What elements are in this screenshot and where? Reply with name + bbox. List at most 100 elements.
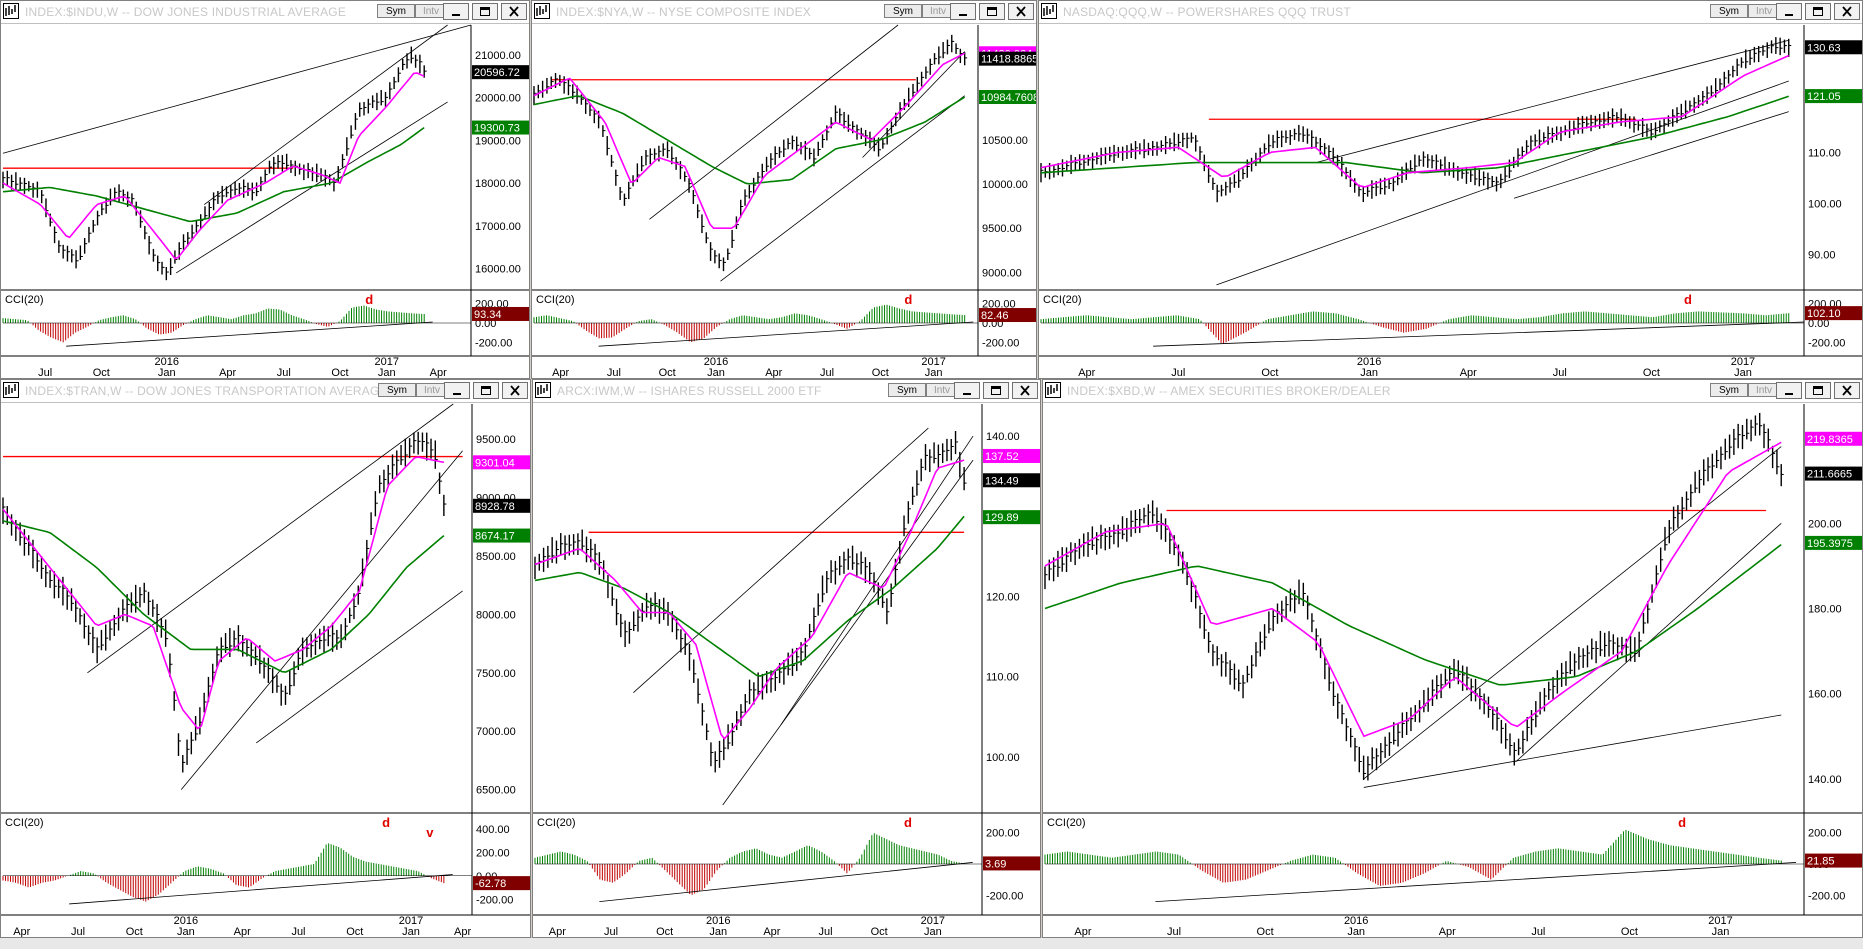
slow-average-value: 195.3975 <box>1807 538 1853 550</box>
fast-average-value-box <box>473 455 530 470</box>
y-tick-label: 8000.00 <box>476 609 516 621</box>
cci-value-box <box>983 856 1040 871</box>
minimize-button[interactable] <box>1776 3 1802 20</box>
x-month-label: Apr <box>763 926 780 938</box>
restore-button[interactable] <box>1805 382 1831 399</box>
interval-button[interactable]: Intv <box>1748 383 1780 397</box>
restore-button[interactable] <box>983 382 1009 399</box>
cci-histogram <box>533 304 966 342</box>
cci-value: 93.34 <box>474 309 502 321</box>
panel-titlebar[interactable]: INDEX:$TRAN,W -- DOW JONES TRANSPORTATIO… <box>1 380 530 403</box>
chart-app-icon <box>1045 382 1061 398</box>
x-month-label: Jan <box>378 367 396 379</box>
chart-app-icon <box>534 3 550 19</box>
chart-panel[interactable]: ARCX:IWM,W -- ISHARES RUSSELL 2000 ETF Sy… <box>532 379 1041 938</box>
x-month-label: Oct <box>1261 367 1278 379</box>
x-month-label: Jul <box>1531 926 1545 938</box>
symbol-button[interactable]: Sym <box>1710 4 1748 18</box>
close-button[interactable] <box>501 3 527 20</box>
symbol-button[interactable]: Sym <box>1710 383 1748 397</box>
minimize-button[interactable] <box>443 3 469 20</box>
cci-label: CCI(20) <box>1043 294 1082 306</box>
panel-title: NASDAQ:QQQ,W -- POWERSHARES QQQ TRUST <box>1063 5 1351 19</box>
price-bars <box>2 431 447 773</box>
slow-moving-average-line <box>1044 543 1782 686</box>
x-month-label: Apr <box>219 367 236 379</box>
x-month-label: Jul <box>71 926 85 938</box>
restore-icon <box>1813 386 1823 395</box>
x-month-label: Jan <box>1347 926 1365 938</box>
x-month-label: Jan <box>925 367 943 379</box>
interval-button[interactable]: Intv <box>1748 4 1780 18</box>
restore-button[interactable] <box>473 382 499 399</box>
symbol-button[interactable]: Sym <box>884 4 922 18</box>
close-button[interactable] <box>1834 382 1860 399</box>
fast-average-value-box <box>1805 431 1862 446</box>
price-chart[interactable]: 200.00 180.00 160.00 140.00 219.8365 195.3975… <box>1043 380 1863 938</box>
minimize-button[interactable] <box>444 382 470 399</box>
x-month-label: Apr <box>1460 367 1477 379</box>
trend-line <box>87 403 454 674</box>
price-chart[interactable]: 9500.009000.008500.008000.007500.007000.… <box>1 380 531 938</box>
trend-line <box>633 427 929 694</box>
divergence-mark-2: v <box>426 825 434 840</box>
x-month-label: Jul <box>604 926 618 938</box>
last-price-value-box <box>1805 466 1862 481</box>
y-tick-label: 9000.00 <box>982 267 1022 279</box>
cci-trend-line <box>66 321 433 347</box>
symbol-button[interactable]: Sym <box>378 383 416 397</box>
restore-button[interactable] <box>472 3 498 20</box>
last-price-value-box <box>979 51 1036 66</box>
price-chart[interactable]: 21000.00 20000.00 19000.00 18000.00 17000.00… <box>1 1 530 379</box>
chart-panel[interactable]: INDEX:$XBD,W -- AMEX SECURITIES BROKER/D… <box>1042 379 1863 938</box>
x-month-label: Jan <box>1712 926 1730 938</box>
chart-panel[interactable]: INDEX:$NYA,W -- NYSE COMPOSITE INDEX Sym I… <box>531 0 1037 379</box>
chart-panel[interactable]: INDEX:$INDU,W -- DOW JONES INDUSTRIAL AV… <box>0 0 530 379</box>
close-button[interactable] <box>502 382 528 399</box>
panel-titlebar[interactable]: ARCX:IWM,W -- ISHARES RUSSELL 2000 ETF Sy… <box>533 380 1040 403</box>
slow-average-value-box <box>979 90 1036 105</box>
panel-titlebar[interactable]: NASDAQ:QQQ,W -- POWERSHARES QQQ TRUST Sym… <box>1039 1 1862 24</box>
close-button[interactable] <box>1008 3 1034 20</box>
trend-line <box>2 24 472 154</box>
close-icon <box>1842 385 1852 396</box>
cci-value-box <box>473 876 530 891</box>
y-tick-label: 10500.00 <box>982 135 1028 147</box>
slow-average-value-box <box>1805 535 1862 550</box>
panel-titlebar[interactable]: INDEX:$XBD,W -- AMEX SECURITIES BROKER/D… <box>1043 380 1862 403</box>
x-month-label: Oct <box>126 926 143 938</box>
price-chart[interactable]: 140.00130.00120.00110.00100.00137.52129.… <box>533 380 1041 938</box>
close-button[interactable] <box>1834 3 1860 20</box>
cci-tick-label: 200.00 <box>476 847 510 859</box>
y-tick-label: 200.00 <box>1808 518 1842 530</box>
minimize-button[interactable] <box>954 382 980 399</box>
minimize-button[interactable] <box>1776 382 1802 399</box>
panel-titlebar[interactable]: INDEX:$NYA,W -- NYSE COMPOSITE INDEX Sym I… <box>532 1 1036 24</box>
panel-titlebar[interactable]: INDEX:$INDU,W -- DOW JONES INDUSTRIAL AV… <box>1 1 529 24</box>
x-month-label: Jul <box>1553 367 1567 379</box>
restore-button[interactable] <box>979 3 1005 20</box>
x-month-label: Jan <box>709 926 727 938</box>
cci-value: -62.78 <box>475 878 506 890</box>
symbol-button[interactable]: Sym <box>377 4 415 18</box>
chart-panel[interactable]: NASDAQ:QQQ,W -- POWERSHARES QQQ TRUST Sym… <box>1038 0 1863 379</box>
y-tick-label: 140.00 <box>1808 774 1842 786</box>
symbol-button[interactable]: Sym <box>888 383 926 397</box>
chart-panel[interactable]: INDEX:$TRAN,W -- DOW JONES TRANSPORTATIO… <box>0 379 531 938</box>
trend-line <box>780 435 974 726</box>
last-price-value-box <box>472 65 529 80</box>
minimize-button[interactable] <box>950 3 976 20</box>
fast-moving-average-line <box>1044 441 1782 738</box>
x-month-label: Jul <box>819 926 833 938</box>
cci-value-box <box>1805 306 1862 321</box>
x-month-label: Jan <box>1360 367 1378 379</box>
price-bars <box>2 46 427 281</box>
restore-button[interactable] <box>1805 3 1831 20</box>
x-month-label: Oct <box>331 367 348 379</box>
price-chart[interactable]: 10500.0010000.009500.009000.0011480.0641… <box>532 1 1037 379</box>
x-month-label: Oct <box>872 367 889 379</box>
close-button[interactable] <box>1012 382 1038 399</box>
slow-moving-average-line <box>533 95 966 185</box>
chart-app-icon <box>1041 3 1057 19</box>
